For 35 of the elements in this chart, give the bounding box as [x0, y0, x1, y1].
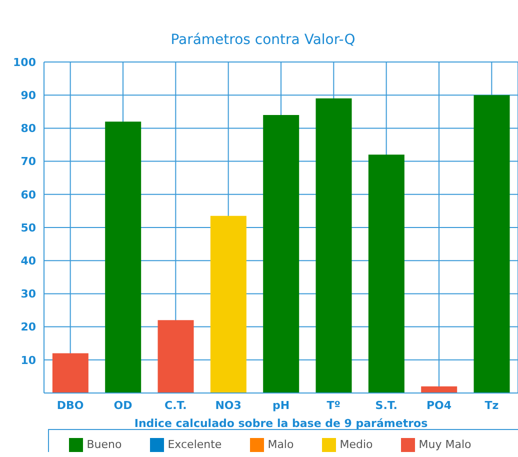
y-tick-label: 50: [20, 221, 36, 234]
bar: [158, 320, 194, 393]
x-tick-label: Tº: [326, 398, 341, 412]
bar: [474, 95, 510, 393]
x-tick-label: pH: [272, 398, 290, 412]
legend-label: Malo: [268, 438, 294, 452]
legend-label: Excelente: [168, 438, 222, 452]
y-tick-label: 70: [20, 155, 36, 168]
y-tick-label: 80: [20, 122, 36, 136]
y-tick-label: 10: [20, 354, 36, 367]
y-tick-label: 100: [13, 56, 36, 69]
bar: [52, 353, 88, 393]
y-tick-label: 30: [20, 288, 36, 301]
y-tick-label: 90: [20, 89, 36, 102]
legend-label: Muy Malo: [418, 438, 472, 452]
bar: [316, 98, 352, 393]
bar: [105, 122, 142, 393]
x-tick-label: S.T.: [375, 398, 398, 412]
bar: [421, 386, 458, 393]
y-tick-label: 40: [20, 254, 36, 268]
x-axis-title: Indice calculado sobre la base de 9 parámetros: [134, 417, 428, 430]
x-tick-label: Tz: [484, 398, 499, 412]
bar: [210, 216, 246, 393]
legend-label: Medio: [340, 438, 373, 452]
legend-label: Bueno: [86, 438, 122, 452]
x-tick-label: NO3: [215, 398, 242, 412]
y-tick-label: 20: [20, 320, 36, 334]
bar: [368, 154, 404, 393]
x-tick-label: OD: [114, 398, 132, 412]
y-tick-label: 60: [20, 188, 36, 202]
x-tick-label: PO4: [426, 398, 452, 412]
x-tick-label: C.T.: [164, 398, 187, 412]
chart-title: Parámetros contra Valor-Q: [170, 31, 356, 50]
bar: [263, 114, 300, 393]
x-tick-label: DBO: [56, 398, 84, 412]
